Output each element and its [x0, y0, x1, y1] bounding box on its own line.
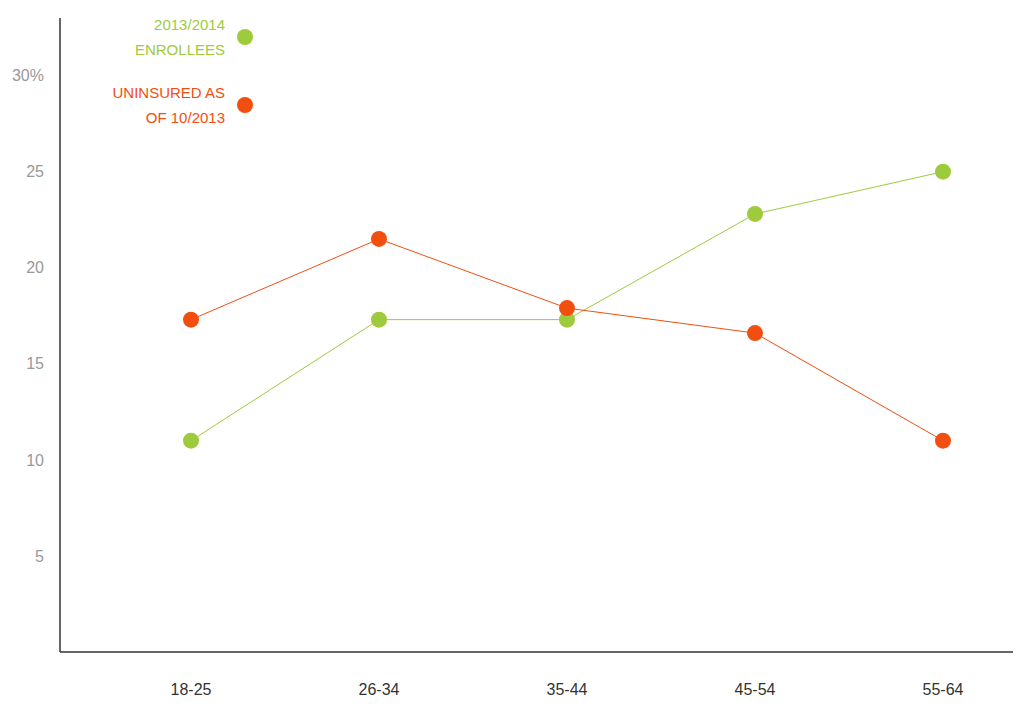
svg-text:20: 20 [26, 259, 44, 276]
html-text:2013/2014 ENROLLEES: 2013/2014 ENROLLEES [135, 16, 225, 58]
svg-text:5: 5 [35, 548, 44, 565]
svg-text:30%: 30% [12, 67, 44, 84]
svg-text:55-64: 55-64 [923, 681, 964, 698]
svg-text:10: 10 [26, 452, 44, 469]
svg-text:45-54: 45-54 [735, 681, 776, 698]
html-text:UNINSURED AS OF 10/2013: UNINSURED AS OF 10/2013 [112, 84, 225, 126]
svg-text:18-25: 18-25 [171, 681, 212, 698]
svg-text:35-44: 35-44 [547, 681, 588, 698]
svg-text:25: 25 [26, 163, 44, 180]
svg-text:26-34: 26-34 [359, 681, 400, 698]
svg-text:15: 15 [26, 355, 44, 372]
